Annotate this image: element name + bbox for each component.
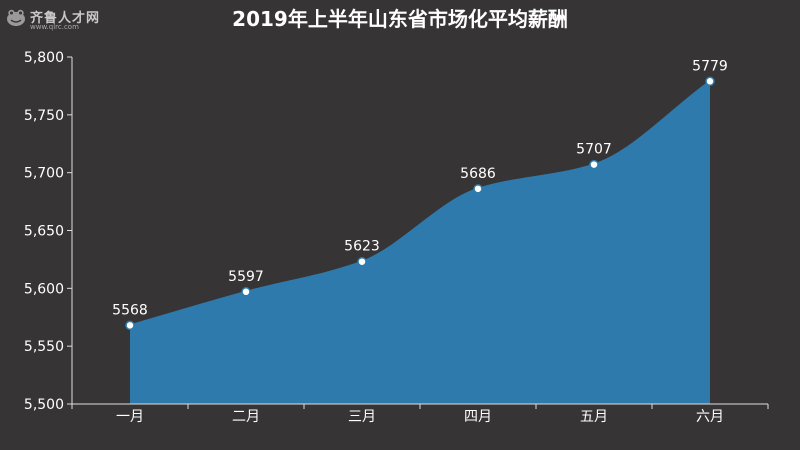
data-point [357, 256, 367, 267]
x-tick-label: 三月 [348, 409, 376, 425]
data-label: 5707 [576, 142, 612, 158]
data-point [241, 287, 251, 297]
y-tick-label: 5,750 [24, 108, 64, 124]
y-tick-label: 5,550 [24, 339, 64, 355]
x-tick-label: 四月 [464, 409, 492, 425]
y-tick-label: 5,500 [24, 397, 64, 413]
chart-title: 2019年上半年山东省市场化平均薪酬 [232, 7, 568, 31]
frog-logo-icon [7, 9, 25, 26]
data-point [705, 76, 715, 87]
x-tick-label: 二月 [232, 409, 260, 425]
logo-name: 齐鲁人才网 [30, 11, 101, 26]
y-tick-label: 5,600 [24, 281, 64, 297]
y-tick-label: 5,700 [24, 166, 64, 182]
data-label: 5597 [228, 269, 264, 285]
data-label: 5779 [692, 58, 728, 74]
series-area [130, 81, 710, 404]
y-tick-label: 5,800 [24, 50, 64, 66]
data-label: 5568 [112, 302, 148, 318]
data-label: 5686 [460, 166, 496, 182]
y-tick-label: 5,650 [24, 224, 64, 240]
x-tick-label: 一月 [116, 409, 144, 425]
site-logo: 齐鲁人才网 www.qlrc.com [6, 6, 126, 34]
data-point [125, 320, 135, 331]
x-tick-label: 六月 [696, 409, 724, 425]
x-tick-label: 五月 [580, 409, 608, 425]
series-line [129, 80, 711, 327]
data-point [589, 159, 599, 170]
data-label: 5623 [344, 239, 380, 255]
data-point [473, 184, 483, 194]
logo-url: www.qlrc.com [30, 23, 79, 31]
